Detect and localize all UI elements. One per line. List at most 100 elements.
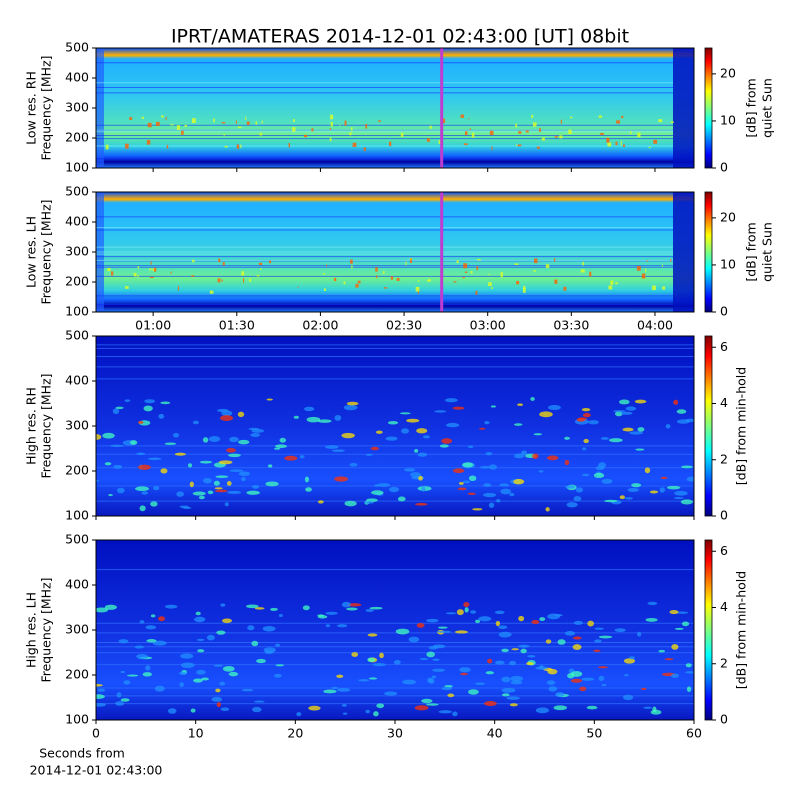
speckle	[222, 261, 225, 266]
speckle	[113, 464, 123, 469]
speckle	[235, 120, 237, 124]
speckle	[264, 650, 274, 655]
speckle	[533, 433, 543, 436]
speckle	[274, 444, 288, 448]
speckle	[367, 657, 376, 662]
speckle	[258, 262, 263, 265]
speckle	[631, 483, 642, 488]
speckle	[417, 452, 428, 457]
speckle	[147, 457, 162, 461]
colorbar-tick-label: 2	[720, 451, 728, 466]
speckle	[495, 620, 501, 627]
speckle	[629, 131, 632, 134]
speckle	[460, 114, 464, 118]
speckle	[224, 502, 229, 507]
speckle	[166, 144, 169, 149]
speckle	[311, 128, 314, 132]
speckle	[564, 459, 570, 466]
speckle	[485, 671, 494, 675]
speckle	[494, 660, 505, 665]
speckle	[437, 630, 451, 633]
speckle	[180, 653, 194, 659]
speckle	[192, 491, 206, 496]
speckle	[278, 613, 283, 618]
speckle	[370, 446, 379, 451]
speckle	[624, 497, 633, 500]
speckle	[274, 447, 281, 450]
speckle	[669, 609, 679, 615]
speckle	[533, 258, 538, 264]
speckle	[357, 280, 361, 284]
colorbar-label: [dB] from	[744, 78, 759, 137]
speckle	[520, 648, 527, 654]
speckle	[624, 673, 629, 677]
speckle	[510, 680, 523, 685]
speckle	[331, 686, 339, 690]
speckle	[305, 487, 312, 492]
speckle	[622, 144, 626, 147]
speckle	[546, 680, 556, 685]
speckle	[220, 707, 230, 712]
speckle	[484, 701, 497, 707]
speckle	[329, 127, 332, 130]
speckle	[463, 143, 468, 146]
speckle	[190, 708, 196, 713]
speckle	[685, 418, 694, 423]
speckle	[365, 709, 371, 714]
speckle	[96, 694, 105, 699]
y-tick-label: 100	[65, 508, 89, 523]
speckle	[187, 463, 193, 468]
speckle	[207, 490, 214, 495]
speckle	[191, 118, 196, 124]
speckle	[189, 481, 194, 488]
speckle	[426, 651, 435, 658]
speckle	[560, 119, 562, 124]
speckle	[686, 476, 694, 482]
speckle	[402, 679, 417, 685]
speckle	[108, 493, 113, 497]
speckle	[439, 444, 449, 448]
speckle	[172, 432, 180, 438]
speckle	[288, 143, 291, 148]
speckle	[104, 462, 112, 466]
speckle	[366, 498, 378, 503]
speckle	[377, 483, 391, 487]
x-tick-label: 30	[387, 726, 403, 741]
speckle	[365, 608, 374, 612]
speckle	[671, 644, 679, 650]
speckle	[346, 401, 359, 406]
x-axis-label: 2014-12-01 02:43:00	[30, 763, 163, 778]
speckle	[237, 126, 242, 129]
speckle	[213, 118, 215, 123]
speckle	[223, 134, 226, 136]
speckle	[527, 655, 536, 658]
speckle	[400, 132, 404, 137]
speckle	[343, 281, 346, 285]
speckle	[141, 116, 144, 120]
speckle	[376, 275, 378, 279]
speckle	[499, 483, 510, 487]
speckle	[658, 649, 666, 653]
speckle	[146, 639, 157, 643]
speckle	[371, 490, 384, 495]
speckle	[614, 628, 626, 633]
speckle	[532, 453, 539, 459]
edge	[673, 48, 694, 168]
speckle	[199, 460, 213, 464]
speckle	[352, 142, 357, 147]
speckle	[479, 466, 491, 469]
speckle	[593, 472, 605, 478]
speckle	[214, 487, 223, 490]
speckle	[408, 636, 420, 643]
speckle	[192, 420, 199, 425]
spectrogram-image	[96, 48, 694, 168]
speckle	[330, 114, 334, 120]
speckle	[429, 125, 432, 129]
speckle	[476, 259, 481, 261]
speckle	[414, 448, 419, 453]
speckle	[409, 258, 413, 260]
speckle	[545, 639, 552, 644]
y-tick-label: 300	[65, 622, 89, 637]
speckle	[452, 711, 458, 717]
speckle	[452, 468, 465, 474]
